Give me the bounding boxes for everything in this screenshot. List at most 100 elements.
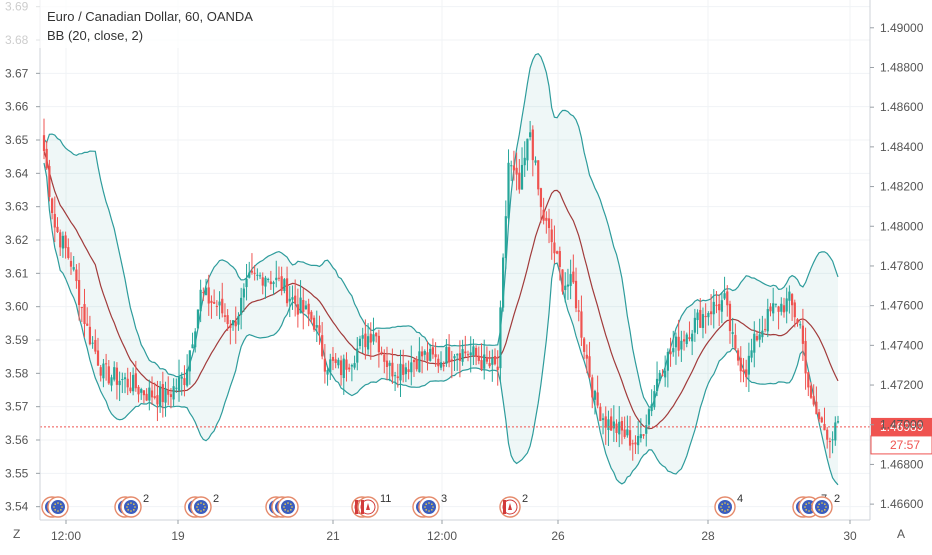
left-tick-label: 3.60: [5, 300, 29, 314]
event-marker[interactable]: [265, 496, 299, 518]
time-tick-label[interactable]: 19: [171, 529, 185, 543]
ca-flag-band: [355, 500, 358, 514]
event-marker[interactable]: 2: [114, 493, 149, 518]
time-tick-label[interactable]: 30: [843, 529, 857, 543]
left-price-axis[interactable]: 3.693.683.673.663.653.643.633.623.613.60…: [5, 0, 41, 520]
eu-star-icon: [57, 502, 59, 504]
candle-body: [169, 394, 173, 398]
eu-star-icon: [431, 503, 433, 505]
band-upper: [43, 52, 839, 408]
candle-body: [53, 213, 56, 228]
candle-body: [488, 363, 491, 367]
candle-body: [194, 331, 197, 348]
time-tick-label[interactable]: 12:00: [51, 529, 81, 543]
eu-star-icon: [432, 506, 434, 508]
candle-body: [294, 295, 297, 304]
candle-body: [588, 356, 591, 378]
auto-scale-button[interactable]: A: [897, 527, 905, 541]
candle-body: [191, 344, 194, 349]
right-price-axis[interactable]: 1.49000 1.48800 1.48600 1.48400 1.48200 1.480…: [869, 0, 924, 520]
eu-star-icon: [126, 506, 128, 508]
candle-body: [504, 216, 507, 258]
event-marker[interactable]: 3: [412, 493, 447, 518]
eu-flag-icon: [815, 500, 829, 514]
candle-body: [599, 406, 602, 421]
right-tick-label: 1.48600: [880, 100, 924, 114]
left-tick-label: 3.57: [5, 400, 29, 414]
candle-body: [399, 363, 402, 381]
candle-body: [556, 251, 559, 254]
candle-body: [728, 303, 732, 332]
candle-body: [380, 351, 383, 353]
eu-star-icon: [805, 509, 807, 511]
eu-star-icon: [721, 503, 723, 505]
time-axis[interactable]: 12:00 19 21 12:00 26 28 30: [40, 519, 870, 543]
candle-body: [456, 354, 459, 356]
candle-body: [402, 364, 405, 375]
event-marker[interactable]: 2: [499, 493, 528, 518]
candle-body: [248, 272, 251, 278]
candle-body: [491, 358, 494, 365]
candle-body: [607, 419, 610, 431]
candle-body: [180, 376, 183, 379]
eu-star-icon: [290, 503, 292, 505]
eu-star-icon: [425, 509, 427, 511]
candle-body: [566, 284, 570, 287]
candle-body: [515, 167, 518, 175]
eu-star-icon: [425, 503, 427, 505]
candle-body: [372, 334, 375, 342]
event-marker[interactable]: [41, 496, 69, 518]
candle-body: [280, 276, 283, 291]
candle-body: [529, 132, 532, 138]
candle-body: [269, 281, 272, 285]
candle-body: [215, 305, 218, 307]
time-tick-label[interactable]: 28: [701, 529, 715, 543]
eu-star-icon: [127, 503, 129, 505]
event-marker[interactable]: 4: [714, 493, 743, 518]
candle-body: [693, 317, 696, 333]
eu-flag-icon: [281, 500, 295, 514]
candle-body: [809, 385, 813, 398]
time-tick-label[interactable]: 21: [326, 529, 340, 543]
eu-star-icon: [724, 510, 726, 512]
candle-body: [256, 274, 259, 276]
time-tick-label[interactable]: 12:00: [427, 529, 457, 543]
candle-body: [485, 357, 489, 362]
event-marker[interactable]: 2: [184, 493, 219, 518]
candle-body: [426, 352, 429, 361]
eu-star-icon: [57, 510, 59, 512]
chart-title: Euro / Canadian Dollar, 60, OANDA: [47, 9, 253, 24]
event-marker[interactable]: 7: [792, 493, 827, 518]
zoom-corner: [0, 520, 40, 550]
eu-star-icon: [61, 506, 63, 508]
candle-body: [145, 393, 148, 401]
candle-body: [604, 416, 607, 428]
event-count: 2: [143, 493, 149, 505]
time-tick-label[interactable]: 26: [551, 529, 565, 543]
candle-body: [682, 339, 686, 342]
candle-body: [655, 378, 659, 392]
event-marker[interactable]: 2: [811, 493, 840, 518]
zoom-button[interactable]: Z: [13, 527, 20, 541]
economic-events[interactable]: 221132472: [41, 493, 840, 518]
event-marker[interactable]: 11: [351, 493, 391, 518]
eu-star-icon: [724, 502, 726, 504]
event-count: 4: [737, 493, 743, 505]
candle-body: [836, 421, 840, 423]
candle-body: [385, 360, 389, 367]
candle-body: [507, 162, 510, 219]
legend-backdrop: [0, 0, 300, 48]
candle-body: [826, 429, 829, 440]
indicator-label[interactable]: BB (20, close, 2): [47, 28, 143, 43]
candle-body: [48, 166, 51, 197]
candle-body: [172, 386, 175, 400]
candle-body: [148, 387, 151, 401]
eu-star-icon: [130, 502, 132, 504]
eu-star-icon: [284, 503, 286, 505]
ca-flag-band: [503, 500, 506, 514]
candle-body: [310, 311, 313, 320]
candle-body: [726, 291, 729, 306]
candle-body: [523, 157, 526, 166]
